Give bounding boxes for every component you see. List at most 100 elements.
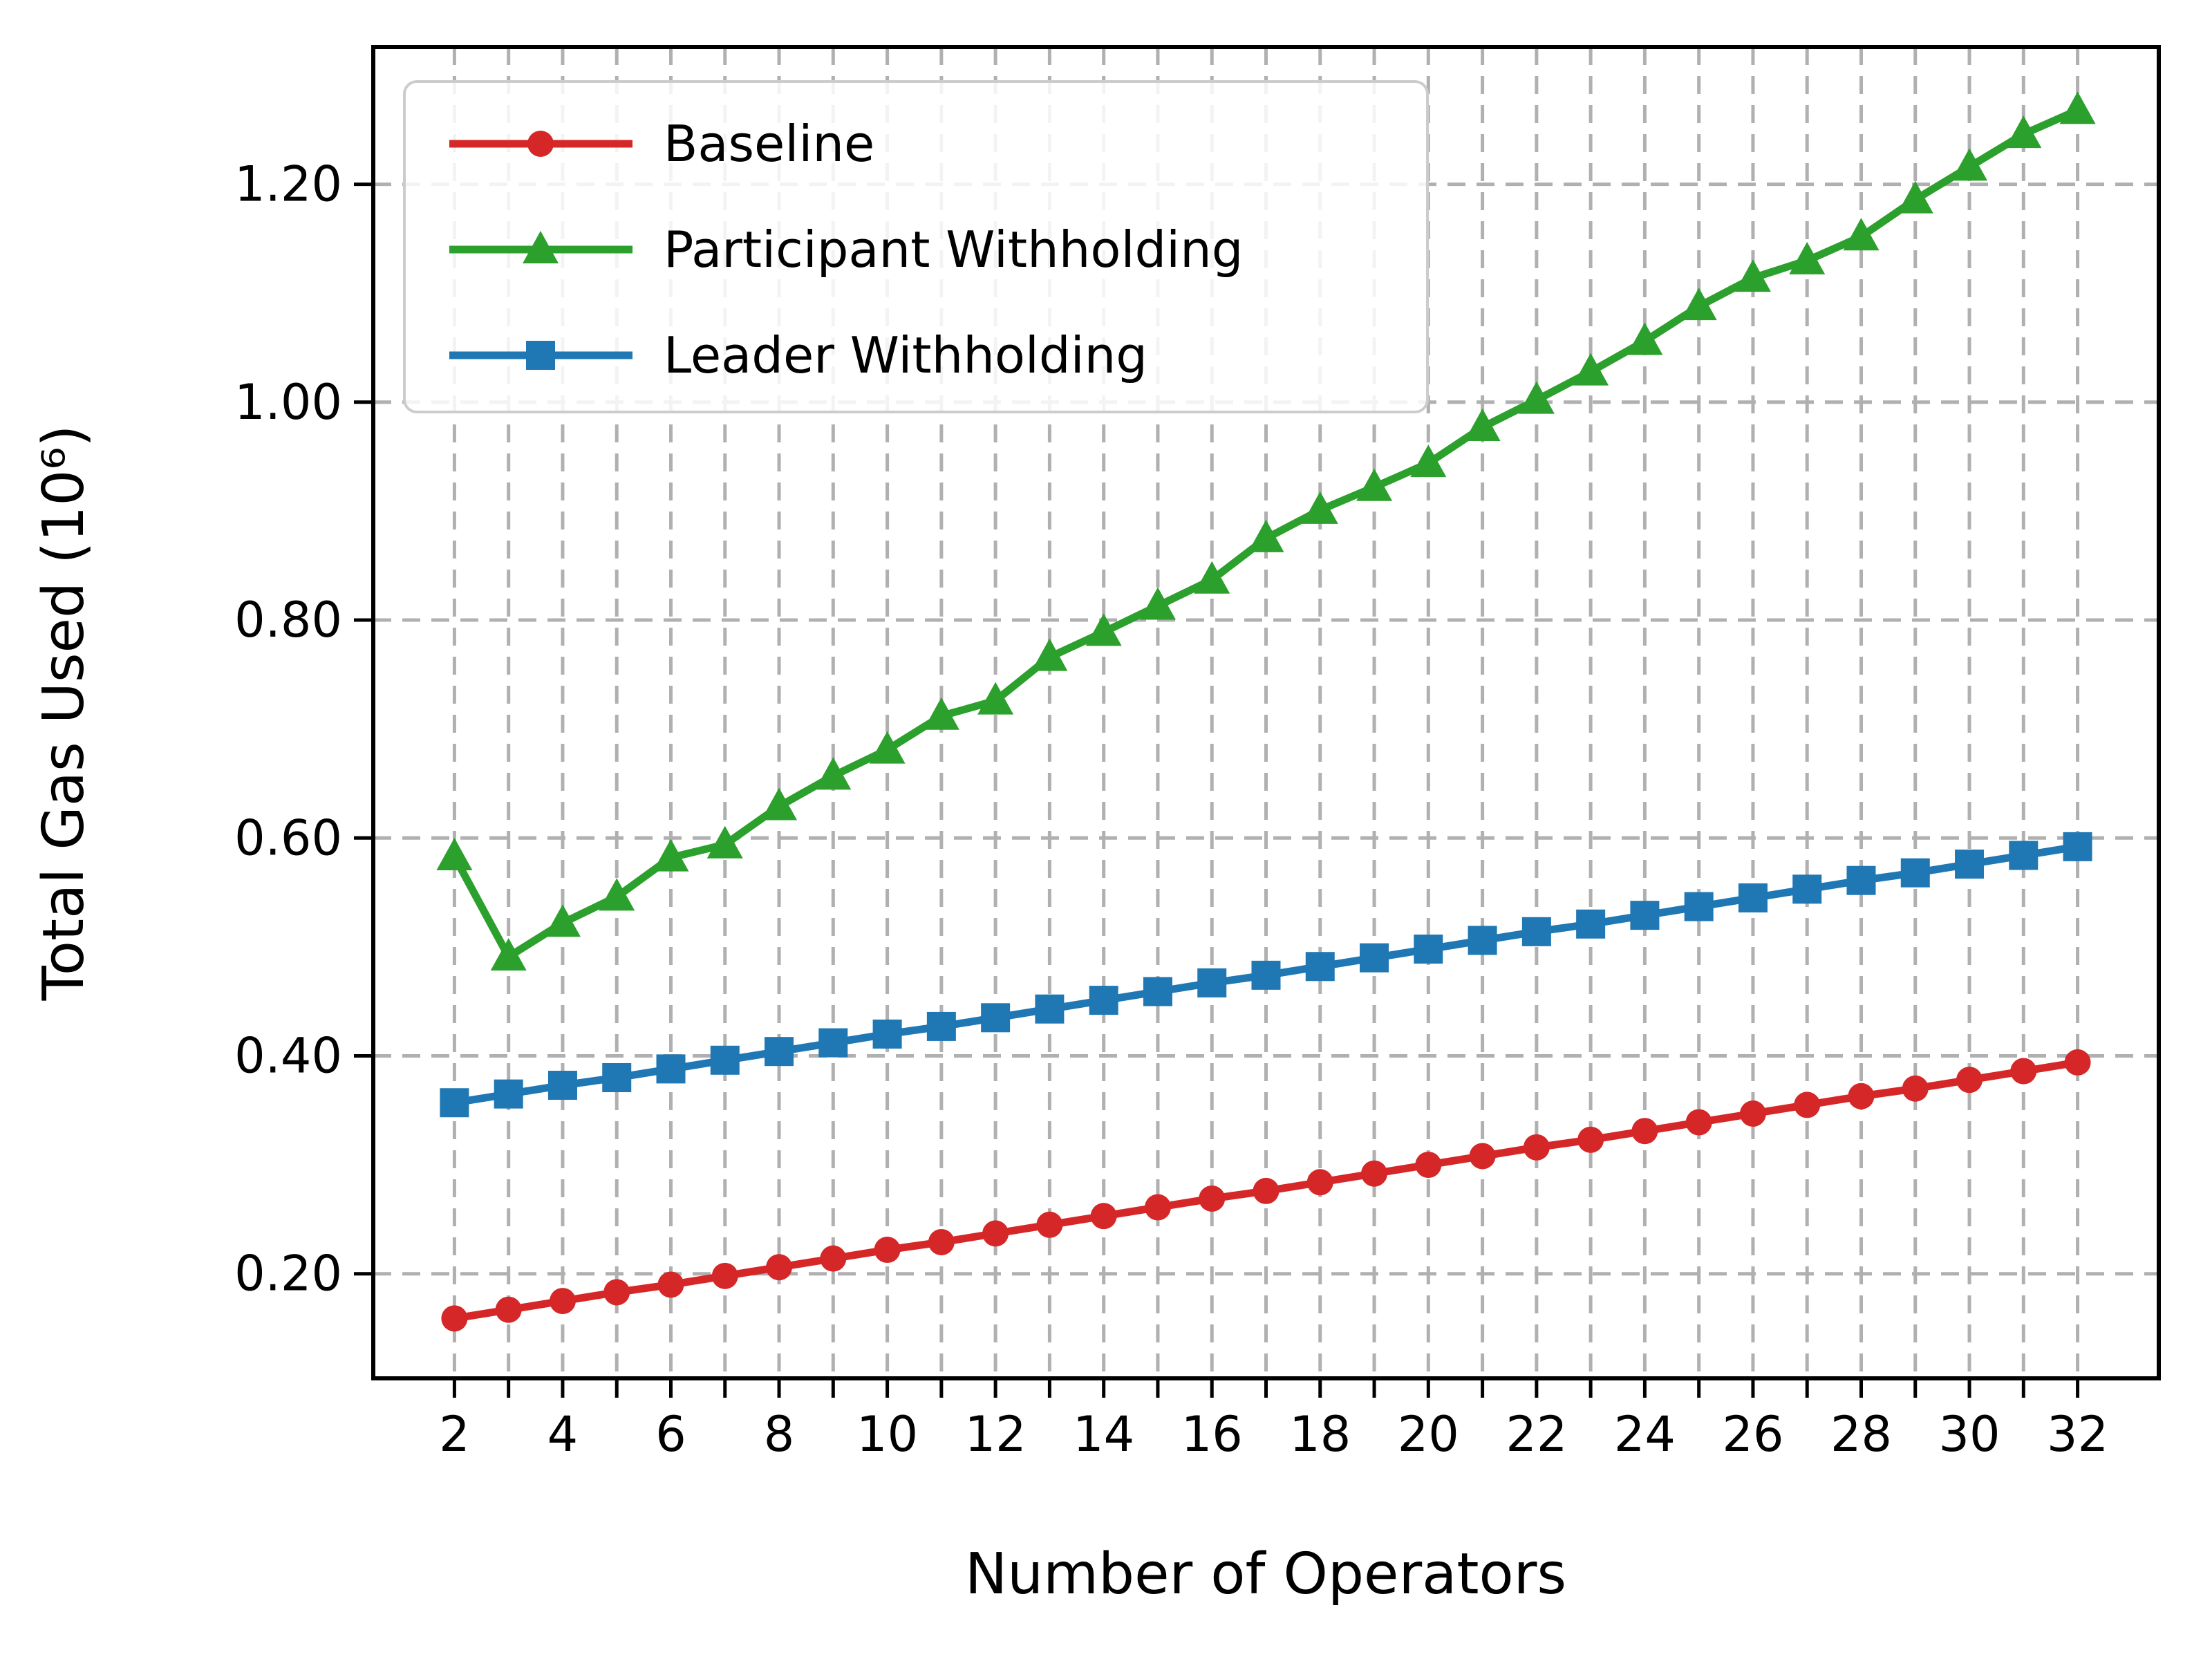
data-point-circle xyxy=(874,1237,901,1264)
data-point-triangle xyxy=(1464,409,1501,442)
x-tick-label: 28 xyxy=(1830,1406,1892,1463)
data-point-triangle xyxy=(1734,259,1771,292)
data-point-triangle xyxy=(436,838,473,871)
data-point-circle xyxy=(1631,1118,1658,1145)
data-point-triangle xyxy=(2059,91,2096,124)
x-tick-label: 22 xyxy=(1506,1406,1567,1463)
legend-box xyxy=(403,80,1429,413)
data-point-triangle xyxy=(523,231,559,263)
data-point-square xyxy=(1035,994,1065,1024)
data-point-circle xyxy=(1848,1082,1875,1109)
data-point-square xyxy=(926,1011,956,1041)
data-point-circle xyxy=(2010,1058,2037,1085)
data-point-square xyxy=(1251,960,1281,990)
data-point-square xyxy=(1846,865,1876,895)
x-tick-label: 16 xyxy=(1181,1406,1243,1463)
x-tick-label: 6 xyxy=(655,1406,686,1463)
data-point-circle xyxy=(549,1288,576,1315)
data-point-circle xyxy=(820,1245,847,1272)
data-point-square xyxy=(1143,977,1172,1006)
data-point-square xyxy=(1900,858,1930,888)
data-point-circle xyxy=(657,1271,684,1298)
data-point-triangle xyxy=(1843,218,1880,251)
data-point-circle xyxy=(1469,1143,1496,1170)
x-tick-label: 12 xyxy=(965,1406,1027,1463)
legend-item-baseline: Baseline xyxy=(449,115,874,173)
data-point-circle xyxy=(1415,1152,1442,1179)
data-point-triangle xyxy=(1302,491,1338,524)
series-participant-withholding xyxy=(436,91,2096,971)
data-point-triangle xyxy=(1789,241,1826,274)
y-tick-label: 0.40 xyxy=(234,1027,342,1084)
data-point-circle xyxy=(1956,1067,1983,1094)
data-point-square xyxy=(1792,874,1822,904)
data-point-square xyxy=(494,1079,523,1109)
x-tick-label: 32 xyxy=(2047,1406,2108,1463)
data-point-triangle xyxy=(1356,468,1393,501)
data-point-square xyxy=(765,1037,794,1067)
data-point-circle xyxy=(766,1254,793,1281)
data-point-square xyxy=(656,1054,686,1084)
y-tick-label: 0.20 xyxy=(234,1246,342,1302)
data-point-square xyxy=(818,1028,848,1058)
x-tick-label: 4 xyxy=(547,1406,579,1463)
data-point-circle xyxy=(1902,1075,1929,1102)
data-point-triangle xyxy=(815,757,852,790)
data-point-circle xyxy=(1685,1109,1712,1136)
data-point-triangle xyxy=(1518,381,1555,414)
data-point-triangle xyxy=(1897,180,1933,214)
x-tick-label: 24 xyxy=(1614,1406,1676,1463)
data-point-square xyxy=(2009,841,2038,870)
y-tick-label: 0.60 xyxy=(234,809,342,866)
x-tick-label: 10 xyxy=(856,1406,918,1463)
x-tick-label: 14 xyxy=(1073,1406,1134,1463)
data-point-square xyxy=(1738,883,1768,912)
data-series xyxy=(436,91,2096,1332)
legend-label: Baseline xyxy=(664,115,874,173)
data-point-square xyxy=(1576,909,1606,939)
data-point-circle xyxy=(1199,1185,1226,1212)
x-tick-label: 20 xyxy=(1398,1406,1459,1463)
data-point-triangle xyxy=(1573,353,1609,386)
y-tick-label: 0.80 xyxy=(234,592,342,648)
data-point-square xyxy=(981,1003,1011,1033)
y-tick-label: 1.00 xyxy=(234,374,342,431)
data-point-circle xyxy=(495,1296,522,1323)
data-point-square xyxy=(602,1062,632,1092)
data-point-circle xyxy=(441,1305,468,1332)
data-point-triangle xyxy=(2005,115,2042,149)
data-point-square xyxy=(2063,832,2092,861)
y-tick-label: 1.20 xyxy=(234,156,342,213)
data-point-triangle xyxy=(1951,148,1988,181)
data-point-square xyxy=(1521,917,1551,946)
data-point-triangle xyxy=(869,731,906,764)
data-point-square xyxy=(440,1088,469,1118)
data-point-triangle xyxy=(1194,561,1230,594)
data-point-triangle xyxy=(1248,519,1284,552)
x-tick-label: 30 xyxy=(1939,1406,2000,1463)
data-point-square xyxy=(872,1019,902,1049)
legend-item-participant-withholding: Participant Withholding xyxy=(449,221,1244,279)
data-point-square xyxy=(1955,850,1985,879)
data-point-square xyxy=(1305,952,1335,982)
data-point-circle xyxy=(982,1220,1009,1247)
y-axis-label: Total Gas Used (10⁶) xyxy=(31,425,97,1002)
data-point-triangle xyxy=(490,938,527,971)
data-point-square xyxy=(1414,935,1443,964)
x-tick-label: 26 xyxy=(1722,1406,1783,1463)
data-point-circle xyxy=(1739,1100,1766,1127)
data-point-circle xyxy=(928,1228,955,1255)
data-point-circle xyxy=(711,1262,738,1289)
legend-item-leader-withholding: Leader Withholding xyxy=(449,326,1147,384)
data-point-square xyxy=(1684,892,1714,921)
data-point-circle xyxy=(1036,1211,1063,1238)
x-axis-label: Number of Operators xyxy=(965,1541,1566,1607)
data-point-triangle xyxy=(599,878,635,911)
legend-label: Participant Withholding xyxy=(664,221,1244,279)
data-point-circle xyxy=(1361,1160,1388,1187)
data-point-triangle xyxy=(544,904,581,937)
data-point-square xyxy=(1197,968,1227,997)
data-point-circle xyxy=(603,1279,630,1306)
data-point-square xyxy=(1089,986,1118,1015)
